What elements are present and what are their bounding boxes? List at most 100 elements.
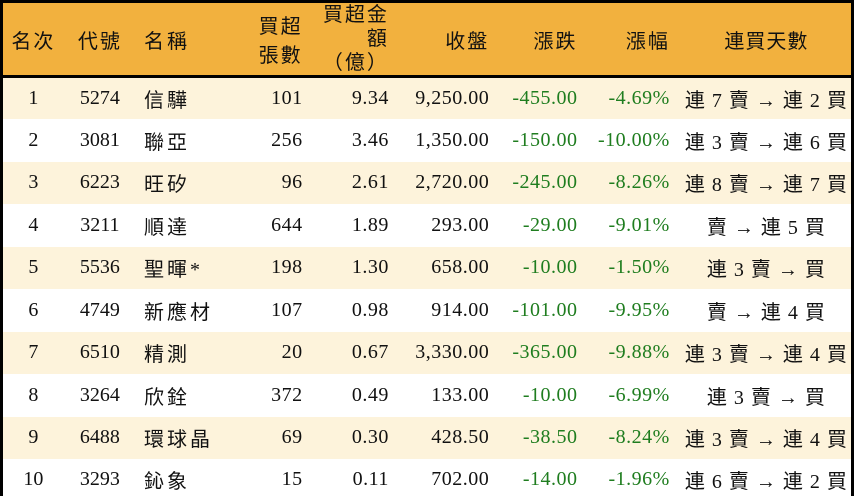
cell-close: 133.00 — [431, 383, 490, 406]
cell-change-pct: -6.99% — [608, 383, 670, 406]
table-row: 3 6223 旺矽 96 2.61 2,720.00 -245.00 -8.26… — [1, 161, 853, 204]
table-body: 1 5274 信驊 101 9.34 9,250.00 -455.00 -4.6… — [1, 76, 853, 496]
header-name: 名稱 — [135, 1, 241, 78]
table-row: 9 6488 環球晶 69 0.30 428.50 -38.50 -8.24% … — [1, 416, 853, 459]
cell-volume: 101 — [271, 87, 303, 109]
cell-change-pct: -4.69% — [608, 87, 670, 109]
cell-close: 2,720.00 — [415, 171, 490, 194]
cell-close: 658.00 — [431, 256, 490, 279]
cell-rank: 3 — [28, 171, 39, 194]
cell-change-pct: -10.00% — [598, 128, 670, 151]
table-row: 7 6510 精測 20 0.67 3,330.00 -365.00 -9.88… — [1, 331, 853, 374]
cell-name: 旺矽 — [143, 174, 190, 197]
cell-close: 3,330.00 — [415, 341, 490, 364]
cell-rank: 8 — [28, 383, 39, 406]
cell-change: -455.00 — [512, 87, 578, 109]
header-change: 漲跌 — [501, 1, 590, 78]
header-row: 名次 代號 名稱 買超張數 買超金額 （億） 收盤 漲跌 漲幅 連買天數 — [1, 1, 853, 78]
cell-name: 欣銓 — [143, 386, 190, 409]
table-row: 6 4749 新應材 107 0.98 914.00 -101.00 -9.95… — [1, 289, 853, 332]
cell-change: -101.00 — [512, 298, 578, 321]
cell-name: 聖暉* — [143, 259, 203, 282]
cell-code: 4749 — [79, 298, 120, 321]
cell-code: 6223 — [79, 171, 120, 194]
cell-streak: 連 3 賣 → 連 4 買 — [684, 429, 848, 452]
cell-streak: 連 3 賣 → 連 6 買 — [684, 131, 848, 154]
cell-close: 914.00 — [431, 298, 490, 321]
cell-streak: 連 3 賣 → 買 — [706, 259, 826, 282]
cell-name: 信驊 — [143, 90, 190, 112]
cell-change-pct: -9.88% — [608, 341, 670, 364]
table-header: 名次 代號 名稱 買超張數 買超金額 （億） 收盤 漲跌 漲幅 連買天數 — [1, 1, 853, 78]
cell-change-pct: -9.95% — [608, 298, 670, 321]
cell-code: 5536 — [79, 256, 120, 279]
cell-close: 428.50 — [431, 426, 490, 449]
cell-volume: 644 — [271, 213, 303, 236]
cell-change: -150.00 — [512, 128, 578, 151]
cell-rank: 4 — [28, 213, 39, 236]
cell-volume: 107 — [271, 298, 303, 321]
cell-name: 精測 — [143, 344, 190, 367]
cell-amount: 0.11 — [352, 468, 389, 490]
header-amount-line1: 買超金額 — [322, 4, 389, 50]
cell-streak: 賣 → 連 4 買 — [706, 301, 826, 324]
cell-rank: 10 — [23, 468, 44, 490]
cell-amount: 1.30 — [351, 256, 389, 279]
cell-code: 6510 — [79, 341, 120, 364]
table-row: 4 3211 順達 644 1.89 293.00 -29.00 -9.01% … — [1, 204, 853, 247]
table-row: 1 5274 信驊 101 9.34 9,250.00 -455.00 -4.6… — [1, 76, 853, 119]
cell-volume: 256 — [271, 128, 303, 151]
cell-close: 9,250.00 — [415, 87, 490, 109]
header-code: 代號 — [63, 1, 136, 78]
cell-code: 3293 — [79, 468, 120, 490]
table-row: 10 3293 鈊象 15 0.11 702.00 -14.00 -1.96% … — [1, 459, 853, 496]
cell-change-pct: -8.26% — [608, 171, 670, 194]
cell-change-pct: -1.50% — [608, 256, 670, 279]
cell-streak: 連 3 賣 → 買 — [706, 386, 826, 409]
cell-close: 702.00 — [431, 468, 490, 490]
cell-volume: 198 — [271, 256, 303, 279]
cell-amount: 0.49 — [351, 383, 389, 406]
cell-amount: 2.61 — [351, 171, 389, 194]
table-row: 8 3264 欣銓 372 0.49 133.00 -10.00 -6.99% … — [1, 374, 853, 417]
cell-streak: 連 3 賣 → 連 4 買 — [684, 344, 848, 367]
table-row: 2 3081 聯亞 256 3.46 1,350.00 -150.00 -10.… — [1, 119, 853, 162]
cell-volume: 69 — [281, 426, 303, 449]
cell-change-pct: -8.24% — [608, 426, 670, 449]
cell-name: 環球晶 — [143, 429, 213, 452]
table-row: 5 5536 聖暉* 198 1.30 658.00 -10.00 -1.50%… — [1, 246, 853, 289]
cell-streak: 連 6 賣 → 連 2 買 — [684, 471, 848, 493]
cell-volume: 372 — [271, 383, 303, 406]
cell-amount: 0.67 — [351, 341, 389, 364]
cell-rank: 9 — [28, 426, 39, 449]
cell-change-pct: -1.96% — [608, 468, 670, 490]
cell-amount: 0.30 — [351, 426, 389, 449]
cell-name: 新應材 — [143, 301, 213, 324]
header-close: 收盤 — [400, 1, 502, 78]
header-change-pct: 漲幅 — [589, 1, 682, 78]
cell-rank: 1 — [28, 87, 39, 109]
cell-streak: 連 7 賣 → 連 2 買 — [684, 90, 848, 112]
cell-name: 聯亞 — [143, 131, 190, 154]
cell-amount: 3.46 — [351, 128, 389, 151]
cell-streak: 連 8 賣 → 連 7 買 — [684, 174, 848, 197]
cell-close: 1,350.00 — [415, 128, 490, 151]
cell-change: -29.00 — [522, 213, 578, 236]
cell-rank: 5 — [28, 256, 39, 279]
cell-code: 5274 — [79, 87, 120, 109]
cell-change: -10.00 — [522, 256, 578, 279]
header-volume: 買超張數 — [240, 1, 315, 78]
cell-name: 鈊象 — [143, 471, 190, 493]
header-amount-line2: （億） — [322, 52, 389, 74]
cell-name: 順達 — [143, 216, 190, 239]
header-rank: 名次 — [1, 1, 64, 78]
header-streak: 連買天數 — [681, 1, 853, 78]
cell-streak: 賣 → 連 5 買 — [706, 216, 826, 239]
cell-code: 3211 — [80, 213, 120, 236]
cell-change: -38.50 — [522, 426, 578, 449]
cell-rank: 6 — [28, 298, 39, 321]
cell-volume: 15 — [281, 468, 303, 490]
cell-change: -14.00 — [522, 468, 578, 490]
